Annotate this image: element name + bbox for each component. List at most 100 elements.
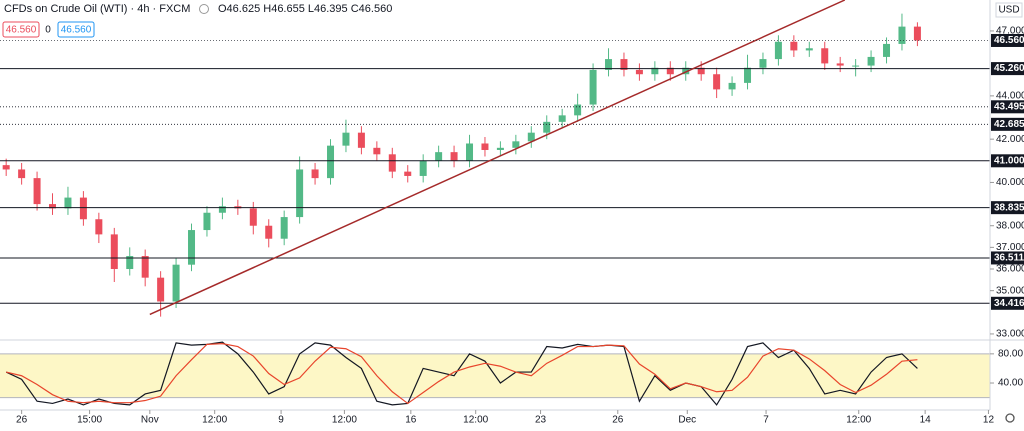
level-label-box <box>991 296 1024 310</box>
candle-body <box>450 152 458 161</box>
candle-body <box>883 43 891 57</box>
candle-body <box>635 69 643 75</box>
candle-body <box>774 41 782 60</box>
y-tick-label: 40.00 <box>998 378 1023 389</box>
candle-body <box>388 154 396 172</box>
symbol-title[interactable]: CFDs on Crude Oil (WTI) · 4h · FXCM <box>4 3 190 15</box>
candle-body <box>543 121 551 133</box>
x-tick-label: 12:00 <box>202 415 227 426</box>
currency-box[interactable] <box>995 2 1023 18</box>
last-price-box <box>991 33 1024 47</box>
candle-body <box>713 74 721 90</box>
y-tick-label: 38.000 <box>996 220 1024 231</box>
x-tick-label: 12:00 <box>332 415 357 426</box>
candle-body <box>296 169 304 218</box>
candle-body <box>728 82 736 90</box>
candle-body <box>697 67 705 75</box>
plot-area <box>0 0 990 406</box>
level-label: 42.685 <box>994 119 1024 130</box>
currency-label[interactable]: USD <box>998 5 1019 16</box>
candle-body <box>18 169 26 179</box>
candle-body <box>913 26 921 41</box>
candle-body <box>188 230 196 265</box>
ohlc-readout: O46.625 H46.655 L46.395 C46.560 <box>218 3 392 15</box>
candle-body <box>527 132 535 142</box>
candle-body <box>744 67 752 83</box>
candle-body <box>605 59 613 70</box>
candle-body <box>49 204 57 209</box>
candle-body <box>790 41 798 51</box>
x-tick-label: Nov <box>141 415 159 426</box>
candle-body <box>327 145 335 179</box>
y-tick-label: 35.000 <box>996 285 1024 296</box>
sell-price[interactable]: 46.560 <box>6 25 37 36</box>
candle-body <box>2 165 10 170</box>
candle-body <box>496 147 504 150</box>
settings-icon[interactable] <box>1005 413 1015 423</box>
level-label: 34.416 <box>994 298 1024 309</box>
level-label: 43.495 <box>994 101 1024 112</box>
level-label-box <box>991 117 1024 131</box>
candle-body <box>435 152 443 161</box>
y-tick-label: 44.000 <box>996 91 1024 102</box>
candle-body <box>666 67 674 75</box>
x-tick-label: 26 <box>16 415 28 426</box>
y-tick-label: 37.000 <box>996 242 1024 253</box>
candle-body <box>759 59 767 68</box>
candle-body <box>836 63 844 66</box>
candle-body <box>821 48 829 64</box>
candle-body <box>481 143 489 150</box>
y-tick-label: 36.000 <box>996 264 1024 275</box>
candle-body <box>342 132 350 146</box>
y-tick-label: 47.000 <box>996 26 1024 37</box>
candle-body <box>203 212 211 231</box>
candle-body <box>79 197 87 220</box>
x-tick-label: 12:00 <box>846 415 871 426</box>
x-tick-label: 7 <box>763 415 769 426</box>
buy-price[interactable]: 46.560 <box>61 25 92 36</box>
level-label-box <box>991 154 1024 168</box>
candle-body <box>373 147 381 155</box>
y-tick-label: 33.000 <box>996 329 1024 340</box>
candle-body <box>280 217 288 239</box>
candle-body <box>172 264 180 302</box>
level-label-box <box>991 62 1024 76</box>
candle-body <box>852 65 860 67</box>
trend-line <box>149 0 846 316</box>
x-tick-label: 16 <box>405 415 417 426</box>
candle-body <box>357 132 365 148</box>
level-label-box <box>991 251 1024 265</box>
candle-body <box>110 234 118 270</box>
candle-body <box>682 67 690 75</box>
candle-body <box>512 141 520 148</box>
candle-body <box>33 178 41 205</box>
sell-box[interactable] <box>2 21 40 38</box>
candle-body <box>466 143 474 161</box>
candle-body <box>157 277 165 302</box>
x-tick-label: 12 <box>983 415 995 426</box>
spread: 0 <box>45 25 51 36</box>
stoch-line <box>6 343 918 405</box>
x-tick-label: 12:00 <box>463 415 488 426</box>
level-label: 41.000 <box>994 155 1024 166</box>
x-tick-label: 23 <box>535 415 547 426</box>
y-tick-label: 80.00 <box>998 348 1023 359</box>
buy-box[interactable] <box>57 21 95 38</box>
y-tick-label: 42.000 <box>996 134 1024 145</box>
y-tick-label: 40.000 <box>996 177 1024 188</box>
candle-body <box>95 219 103 235</box>
candle-body <box>898 26 906 44</box>
x-tick-label: 15:00 <box>77 415 102 426</box>
candle-body <box>651 67 659 75</box>
candle-body <box>218 206 226 213</box>
x-tick-label: Dec <box>678 415 696 426</box>
level-label-box <box>991 201 1024 215</box>
candle-body <box>589 69 597 105</box>
x-tick-label: 26 <box>612 415 624 426</box>
candle-body <box>265 225 273 239</box>
market-status-icon <box>199 4 209 14</box>
level-label: 36.511 <box>994 253 1024 264</box>
candle-body <box>126 256 134 270</box>
candle-body <box>867 56 875 66</box>
